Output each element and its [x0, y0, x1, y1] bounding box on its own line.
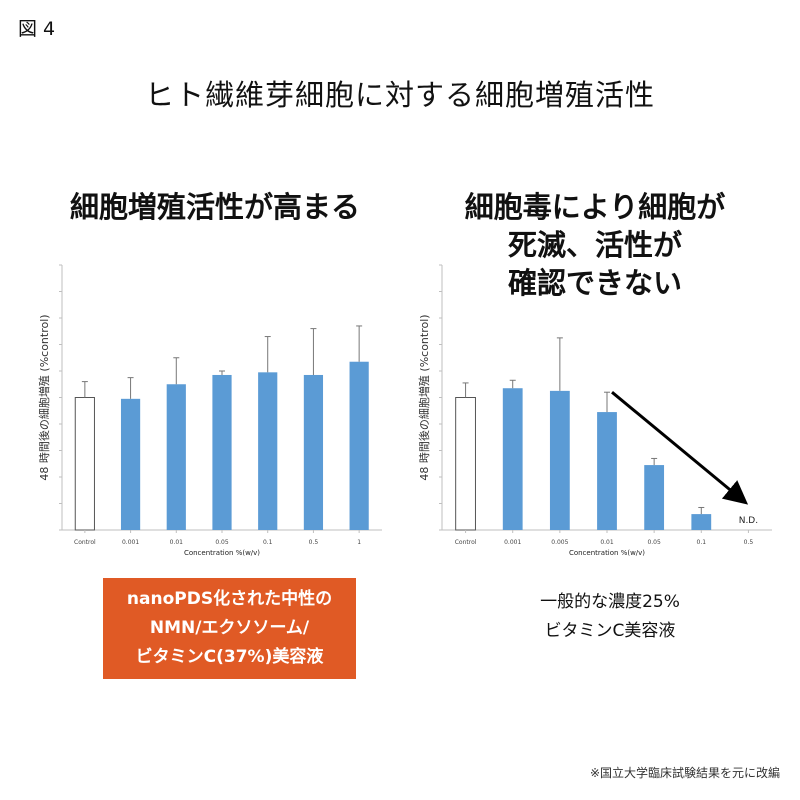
control-bar: [455, 397, 476, 531]
x-axis-label: Concentration %(w/v): [569, 549, 645, 557]
x-tick-label: Control: [455, 539, 477, 546]
x-tick-label: 0.05: [647, 539, 661, 546]
x-tick-label: 0.1: [697, 539, 707, 546]
product-line: 一般的な濃度25%: [540, 592, 680, 612]
bar: [349, 361, 369, 530]
x-tick-label: 0.05: [215, 539, 229, 546]
x-tick-label: 0.001: [122, 539, 139, 546]
control-bar: [74, 397, 95, 531]
x-axis-label: Concentration %(w/v): [184, 549, 260, 557]
left-bar-chart: Control 0.001 0.01 0.05 0.1 0.5 1 Concentration…: [37, 264, 382, 557]
bar: [597, 412, 617, 530]
x-tick-label: 0.01: [170, 539, 184, 546]
footnote: ※国立大学臨床試験結果を元に改編: [589, 766, 780, 780]
x-tick-label: 0.5: [309, 539, 319, 546]
nd-annotation: N.D.: [739, 516, 758, 526]
right-bar-chart: Control 0.001 0.005 0.01 0.05 0.1 0.5 N.D. Conce…: [417, 264, 772, 557]
bar: [120, 398, 141, 530]
product-line: NMN/エクソソーム/: [149, 618, 310, 638]
left-panel-heading: 細胞増殖活性が高まる: [69, 190, 360, 224]
x-tick-label: 0.1: [263, 539, 273, 546]
main-title: ヒト繊維芽細胞に対する細胞増殖活性: [144, 78, 655, 112]
product-line: nanoPDS化された中性の: [126, 589, 333, 609]
bar: [691, 514, 712, 530]
nanopds-product-box: nanoPDS化された中性の NMN/エクソソーム/ ビタミンC(37%)美容液: [103, 578, 356, 679]
product-line: ビタミンC(37%)美容液: [135, 647, 324, 667]
bar: [258, 372, 278, 530]
bar: [549, 390, 570, 530]
bar: [212, 374, 232, 530]
x-tick-label: Control: [74, 539, 96, 546]
right-heading-line: 死滅、活性が: [507, 228, 682, 262]
bar: [303, 374, 324, 530]
y-axis-label: 48 時間後の細胞増殖 (%control): [417, 314, 431, 480]
x-tick-label: 0.01: [600, 539, 614, 546]
y-axis-label: 48 時間後の細胞増殖 (%control): [37, 314, 51, 480]
product-line: ビタミンC美容液: [544, 621, 676, 641]
x-tick-label: 0.005: [551, 539, 568, 546]
generic-product-text: 一般的な濃度25% ビタミンC美容液: [490, 588, 730, 646]
x-tick-label: 0.5: [744, 539, 754, 546]
decline-arrow: [611, 391, 749, 505]
right-heading-line: 確認できない: [507, 266, 682, 300]
bar: [166, 384, 186, 530]
bar: [644, 465, 665, 530]
x-tick-label: 0.001: [504, 539, 521, 546]
right-panel-heading: 細胞毒により細胞が 死滅、活性が 確認できない: [405, 188, 785, 302]
bar: [502, 388, 523, 530]
figure-label: 図 4: [18, 18, 56, 40]
right-heading-line: 細胞毒により細胞が: [464, 190, 726, 224]
x-tick-label: 1: [357, 539, 361, 546]
